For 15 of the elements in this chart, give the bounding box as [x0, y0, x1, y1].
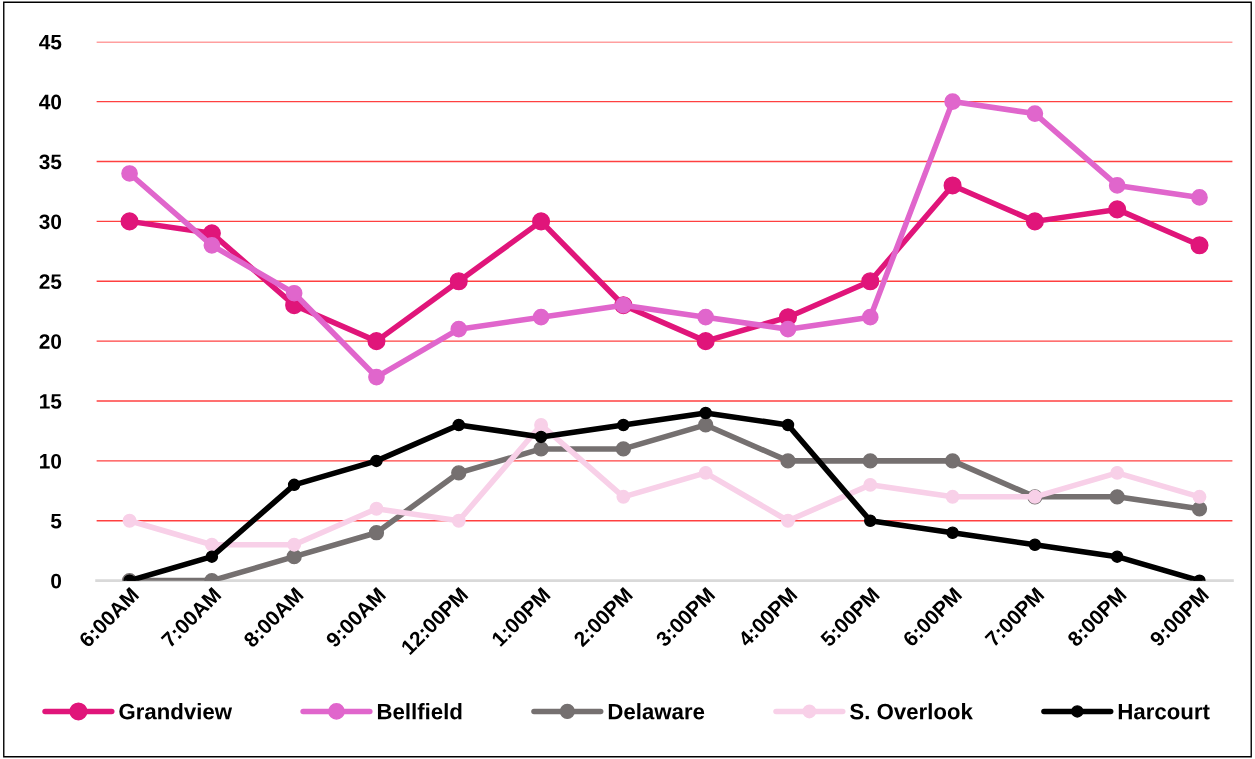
y-tick-label: 30 — [39, 214, 62, 230]
y-tick-label: 20 — [39, 334, 62, 349]
legend-label: Delaware — [608, 703, 705, 720]
y-tick-label: 40 — [39, 94, 62, 110]
y-tick-label: 15 — [40, 394, 62, 409]
legend-label: Grandview — [119, 703, 233, 720]
y-tick-label: 5 — [50, 513, 62, 529]
y-tick-label: 10 — [40, 453, 62, 469]
legend-label: Bellfield — [377, 703, 462, 720]
y-tick-label: 25 — [39, 274, 62, 290]
y-tick-label: 0 — [51, 573, 62, 589]
y-tick-label: 35 — [39, 154, 62, 170]
legend-label: Harcourt — [1118, 703, 1210, 720]
legend-label: S. Overlook — [850, 703, 973, 720]
y-tick-label: 45 — [39, 34, 62, 50]
